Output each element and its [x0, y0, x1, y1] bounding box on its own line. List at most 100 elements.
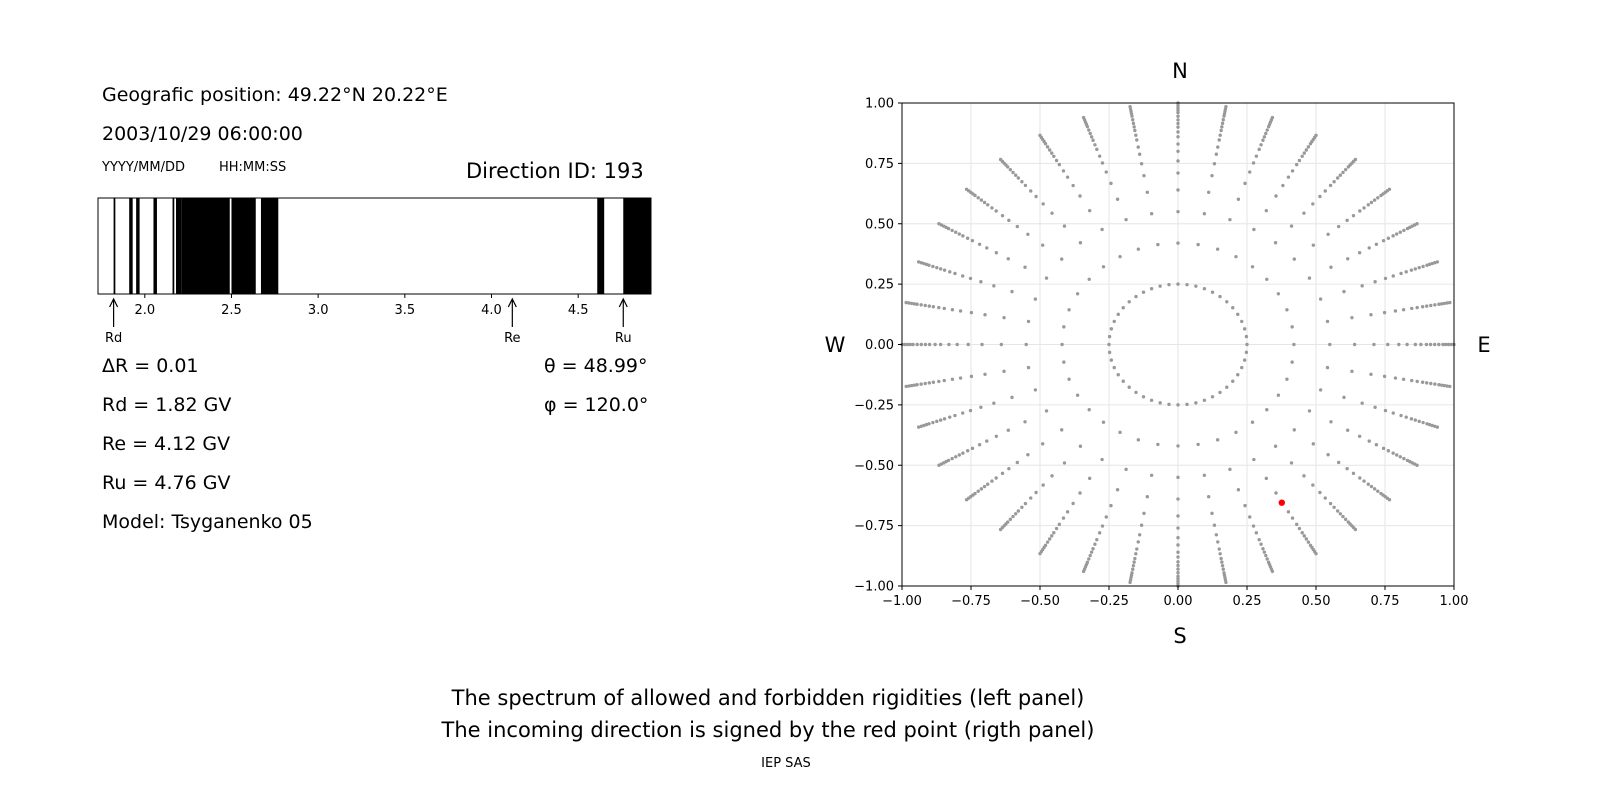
forbidden-band: [136, 198, 140, 294]
direction-point: [1065, 175, 1070, 179]
direction-point: [1225, 300, 1229, 304]
direction-point: [1176, 188, 1180, 192]
direction-point: [1382, 310, 1387, 315]
direction-point: [1061, 516, 1066, 520]
direction-point: [1040, 442, 1045, 446]
direction-point: [919, 424, 923, 428]
direction-point: [1078, 241, 1083, 245]
ru-value: Ru = 4.76 GV: [102, 472, 231, 494]
direction-point: [1132, 125, 1136, 129]
direction-point: [1395, 232, 1399, 236]
direction-point: [1176, 135, 1180, 139]
direction-point: [1393, 309, 1398, 313]
direction-point: [1142, 511, 1146, 516]
direction-point: [1202, 473, 1207, 478]
direction-point: [1176, 579, 1180, 583]
forbidden-band: [231, 198, 256, 294]
direction-point: [1264, 208, 1269, 213]
direction-point: [1251, 524, 1256, 528]
direction-point: [908, 342, 912, 347]
direction-point: [1176, 142, 1180, 146]
direction-point: [1139, 523, 1144, 527]
direction-point: [1401, 377, 1406, 382]
direction-point: [1149, 211, 1154, 216]
direction-point: [1212, 523, 1217, 527]
direction-point: [1300, 531, 1304, 535]
direction-point: [1050, 474, 1054, 478]
direction-point: [1429, 381, 1433, 386]
direction-point: [1112, 365, 1116, 370]
marker-arrow-head: [507, 297, 517, 308]
direction-point: [1062, 224, 1067, 228]
direction-point: [1286, 175, 1291, 179]
direction-point: [1060, 257, 1064, 261]
direction-point: [1104, 170, 1108, 174]
direction-point: [1210, 290, 1215, 294]
direction-point: [1078, 444, 1083, 448]
direction-point: [1109, 358, 1114, 362]
direction-point: [1202, 287, 1207, 291]
compass-north: N: [1172, 59, 1188, 83]
direction-point: [1273, 444, 1278, 448]
direction-point: [1218, 294, 1222, 299]
compass-west: W: [825, 333, 846, 357]
direction-point: [1206, 190, 1211, 194]
phi-value: φ = 120.0°: [544, 394, 649, 416]
direction-point: [942, 268, 947, 272]
direction-point: [1285, 377, 1289, 381]
direction-point: [1156, 242, 1160, 247]
direction-point: [1383, 408, 1388, 413]
selected-direction-point: [1278, 499, 1285, 506]
direction-point: [970, 446, 975, 451]
direction-point: [1015, 224, 1020, 229]
direction-point: [961, 234, 965, 238]
direction-point: [1029, 496, 1033, 500]
direction-point: [1176, 536, 1180, 540]
direction-point: [1290, 325, 1294, 329]
direction-point: [1307, 409, 1312, 413]
direction-scatter-plot: N S W E −1.00−1.00 −0.75 −0.75 −0.50 −0.50 −0…: [825, 59, 1491, 648]
direction-point: [1104, 515, 1108, 519]
direction-point: [1057, 522, 1062, 527]
direction-point: [1194, 284, 1198, 288]
direction-point: [1376, 489, 1380, 493]
direction-point: [1270, 115, 1275, 120]
direction-point: [1218, 390, 1222, 395]
direction-point: [1087, 557, 1091, 561]
direction-point: [1393, 376, 1398, 380]
direction-point: [1118, 430, 1122, 435]
direction-point: [947, 342, 951, 347]
direction-point: [992, 401, 996, 405]
direction-point: [1274, 194, 1278, 198]
direction-point: [1034, 194, 1038, 199]
direction-point: [1244, 350, 1249, 355]
direction-point: [1381, 446, 1386, 451]
direction-point: [1236, 372, 1240, 377]
caption-line-2: The incoming direction is signed by the …: [441, 718, 1095, 742]
direction-point: [905, 342, 910, 347]
direction-point: [1358, 209, 1362, 213]
y-tick-label: −0.75: [854, 519, 894, 534]
direction-point: [1224, 104, 1228, 109]
direction-point: [964, 498, 969, 502]
direction-point: [1234, 254, 1238, 259]
direction-point: [1038, 133, 1042, 138]
direction-point: [1131, 118, 1135, 122]
direction-point: [1124, 467, 1128, 472]
direction-point: [1244, 334, 1249, 339]
direction-point: [1294, 522, 1299, 527]
direction-point: [1311, 243, 1316, 247]
direction-point: [1020, 180, 1024, 184]
direction-point: [969, 310, 974, 315]
direction-point: [985, 246, 989, 250]
direction-point: [1131, 121, 1136, 126]
direction-point: [1351, 471, 1356, 476]
direction-point: [1398, 455, 1402, 459]
direction-point: [1381, 238, 1386, 243]
direction-point: [1176, 241, 1180, 245]
direction-point: [1041, 202, 1045, 206]
direction-point: [1088, 131, 1092, 136]
direction-point: [1078, 194, 1082, 198]
direction-point: [948, 270, 952, 274]
forbidden-band: [623, 198, 651, 294]
